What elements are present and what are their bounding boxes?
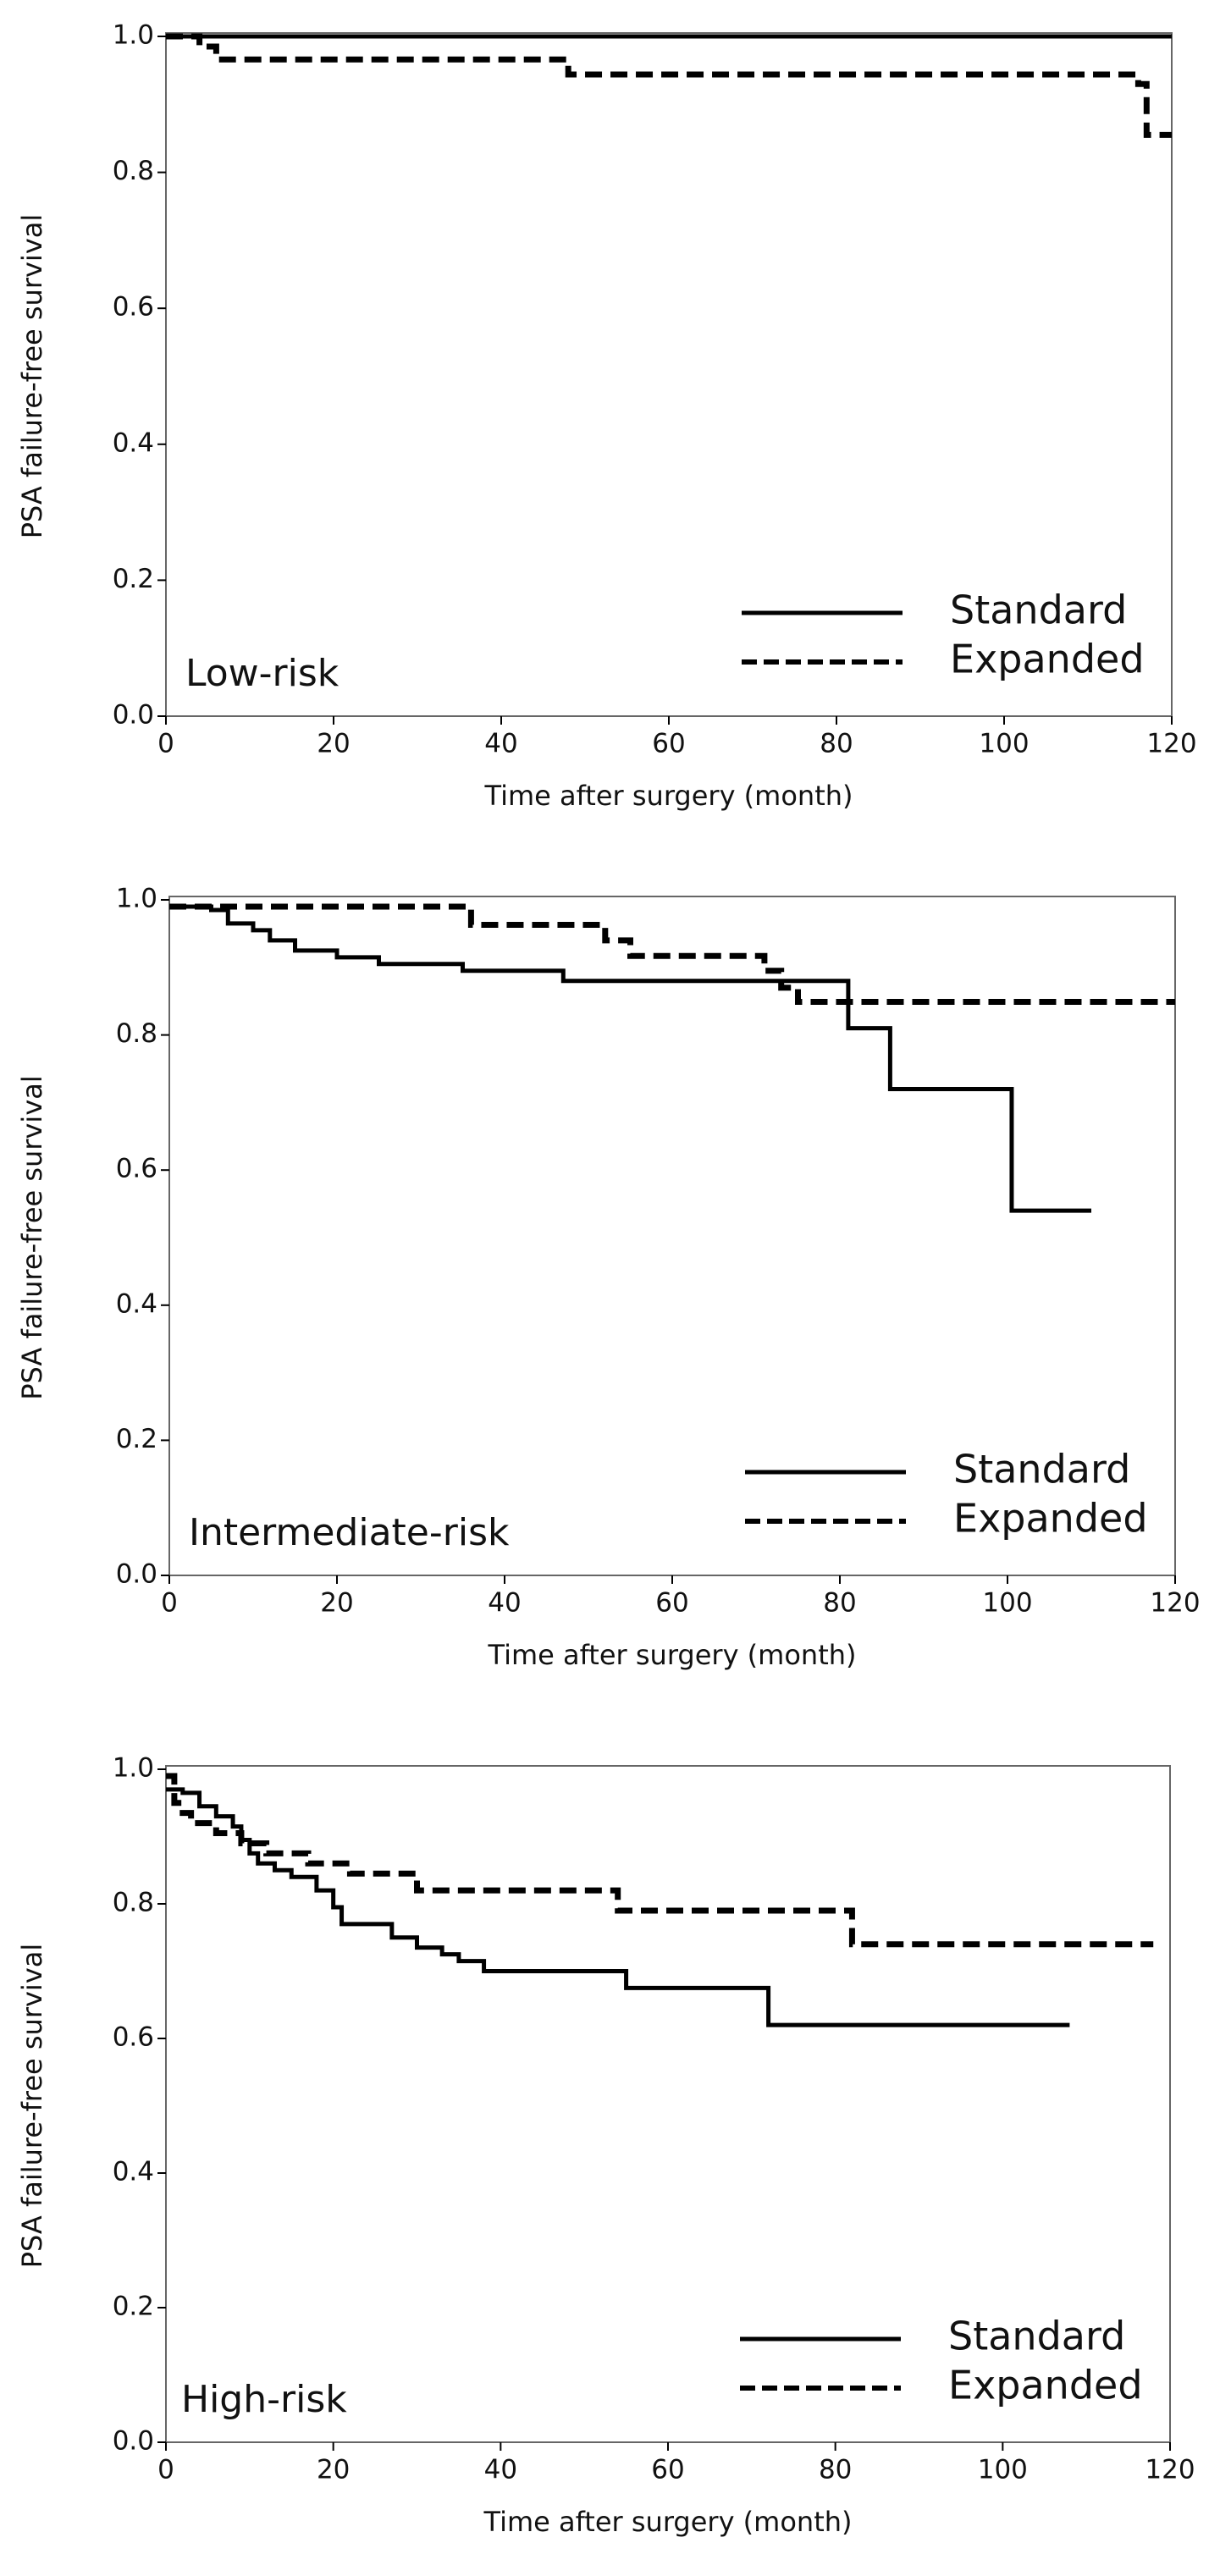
y-axis-label: PSA failure-free survival — [16, 1075, 48, 1400]
y-axis-label: PSA failure-free survival — [16, 214, 48, 539]
chart: 0 20 40 60 80 100 120 0.0 0.2 0.4 0.6 0.8 1.0 Time af… — [16, 20, 1197, 813]
x-tick-label: 20 — [317, 729, 350, 759]
y-tick-label: 0.4 — [113, 2157, 154, 2187]
chart: 0 20 40 60 80 100 120 0.0 0.2 0.4 0.6 0.8 1.0 Time af… — [16, 1753, 1195, 2539]
y-tick-label: 0.8 — [113, 1888, 154, 1918]
x-tick-label: 0 — [161, 1588, 178, 1619]
y-tick-label: 0.2 — [116, 1424, 157, 1454]
y-tick-label: 0.0 — [116, 1559, 157, 1590]
y-tick-label: 0.8 — [116, 1018, 157, 1049]
x-tick-label: 20 — [317, 2455, 350, 2485]
y-tick-label: 0.8 — [113, 156, 154, 186]
x-tick-label: 120 — [1146, 729, 1196, 759]
x-tick-label: 80 — [819, 2455, 852, 2485]
y-tick-label: 0.4 — [113, 427, 154, 458]
legend-label: Expanded — [953, 1496, 1148, 1542]
y-tick-label: 0.6 — [113, 2022, 154, 2053]
x-axis-label: Time after surgery (month) — [488, 1639, 857, 1671]
annotation: Intermediate-risk — [189, 1511, 510, 1554]
x-tick-label: 0 — [157, 729, 174, 759]
y-tick-label: 1.0 — [113, 1753, 154, 1784]
x-axis-label: Time after surgery (month) — [484, 780, 853, 812]
annotation: Low-risk — [185, 652, 340, 695]
y-tick-label: 0.0 — [113, 2426, 154, 2457]
x-tick-label: 40 — [488, 1588, 521, 1619]
legend-label: Expanded — [948, 2363, 1143, 2408]
x-tick-label: 100 — [979, 729, 1029, 759]
y-tick-label: 0.2 — [113, 2292, 154, 2322]
survival-curve — [166, 1773, 1154, 1948]
x-tick-label: 40 — [484, 729, 517, 759]
chart: 0 20 40 60 80 100 120 0.0 0.2 0.4 0.6 0.8 1.0 Time af… — [16, 884, 1201, 1672]
y-axis-label: PSA failure-free survival — [16, 1944, 48, 2269]
legend-label: Standard — [953, 1447, 1130, 1492]
y-tick-label: 0.6 — [116, 1154, 157, 1184]
x-axis-label: Time after surgery (month) — [483, 2506, 853, 2538]
y-tick-label: 0.2 — [113, 564, 154, 594]
survival-curve — [169, 904, 1091, 1213]
x-tick-label: 60 — [652, 729, 685, 759]
y-tick-label: 1.0 — [116, 884, 157, 914]
x-tick-label: 40 — [484, 2455, 517, 2485]
x-tick-label: 80 — [823, 1588, 856, 1619]
x-tick-label: 120 — [1150, 1588, 1200, 1619]
x-tick-label: 100 — [982, 1588, 1032, 1619]
x-tick-label: 20 — [320, 1588, 353, 1619]
y-tick-label: 1.0 — [113, 20, 154, 51]
y-tick-label: 0.6 — [113, 292, 154, 323]
x-tick-label: 60 — [651, 2455, 684, 2485]
legend-label: Expanded — [950, 637, 1145, 682]
y-tick-label: 0.0 — [113, 700, 154, 731]
x-tick-label: 120 — [1145, 2455, 1195, 2485]
survival-curve — [166, 1787, 1070, 2027]
legend-label: Standard — [950, 587, 1127, 633]
y-tick-label: 0.4 — [116, 1288, 157, 1319]
x-tick-label: 100 — [978, 2455, 1028, 2485]
annotation: High-risk — [181, 2378, 347, 2421]
legend-label: Standard — [948, 2314, 1125, 2359]
survival-curve — [169, 903, 1175, 1005]
x-tick-label: 0 — [157, 2455, 174, 2485]
x-tick-label: 60 — [655, 1588, 688, 1619]
survival-curve — [166, 33, 1172, 138]
x-tick-label: 80 — [820, 729, 853, 759]
